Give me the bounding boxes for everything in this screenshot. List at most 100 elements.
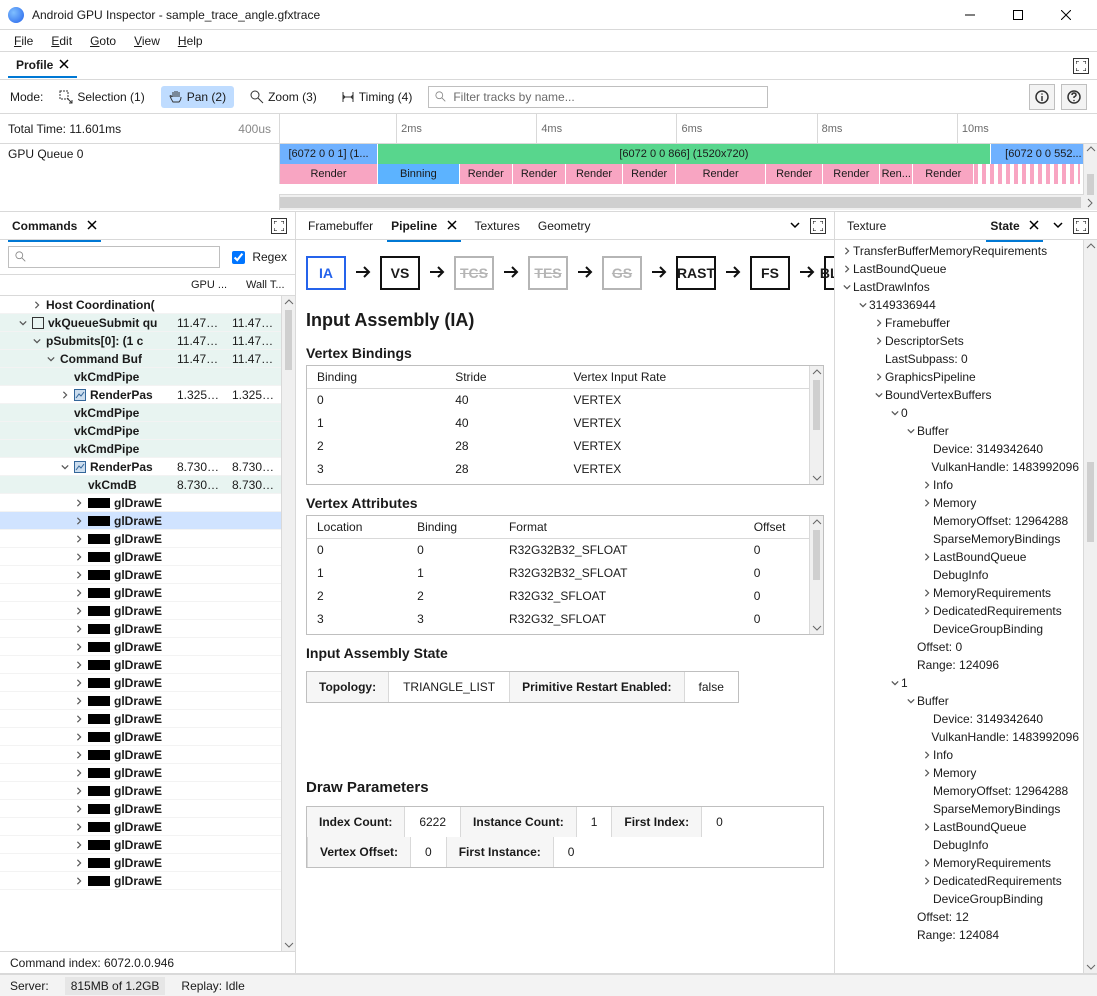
track-block[interactable]: [6072 0 0 1] (1... [280, 144, 378, 164]
commands-v-scrollbar[interactable] [281, 296, 295, 951]
expander-icon[interactable] [74, 697, 84, 705]
track-block[interactable]: Render [676, 164, 766, 184]
state-row[interactable]: LastDrawInfos [835, 278, 1083, 296]
expander-icon[interactable] [905, 697, 917, 705]
expander-icon[interactable] [905, 427, 917, 435]
state-row[interactable]: LastSubpass: 0 [835, 350, 1083, 368]
table-header[interactable]: Stride [445, 366, 563, 389]
timeline-track-row[interactable]: RenderBinningRenderRenderRenderRenderRen… [280, 164, 1097, 184]
state-row[interactable]: Info [835, 476, 1083, 494]
state-row[interactable]: 1 [835, 674, 1083, 692]
expander-icon[interactable] [841, 247, 853, 255]
expander-icon[interactable] [841, 265, 853, 273]
close-icon[interactable] [1029, 219, 1039, 233]
state-row[interactable]: Device: 3149342640 [835, 440, 1083, 458]
expander-icon[interactable] [921, 589, 933, 597]
expander-icon[interactable] [74, 553, 84, 561]
regex-checkbox[interactable]: Regex [228, 248, 287, 267]
pipeline-stage-rast[interactable]: RAST [676, 256, 716, 290]
menu-view[interactable]: View [126, 32, 168, 50]
table-row[interactable]: 44R32G32B32A32_SFLOAT0 [307, 631, 823, 636]
expander-icon[interactable] [921, 481, 933, 489]
menu-goto[interactable]: Goto [82, 32, 124, 50]
state-row[interactable]: Buffer [835, 692, 1083, 710]
commands-col-gpu[interactable]: GPU ... [185, 275, 240, 295]
expander-icon[interactable] [873, 319, 885, 327]
expander-icon[interactable] [74, 751, 84, 759]
state-row[interactable]: GraphicsPipeline [835, 368, 1083, 386]
table-row[interactable]: 228VERTEX [307, 435, 823, 458]
pipeline-stage-fs[interactable]: FS [750, 256, 790, 290]
timeline-ruler[interactable]: 2ms4ms6ms8ms10ms [280, 114, 1097, 143]
expander-icon[interactable] [74, 589, 84, 597]
track-block[interactable]: [6072 0 0 866] (1520x720) [378, 144, 991, 164]
pipeline-stage-tes[interactable]: TES [528, 256, 568, 290]
menu-file[interactable]: File [6, 32, 41, 50]
timeline-h-scrollbar[interactable] [280, 194, 1097, 210]
expander-icon[interactable] [74, 571, 84, 579]
table-row[interactable]: 33R32G32_SFLOAT0 [307, 608, 823, 631]
expander-icon[interactable] [841, 283, 853, 291]
pipeline-tab[interactable]: Pipeline [387, 215, 460, 237]
state-row[interactable]: DebugInfo [835, 566, 1083, 584]
menu-edit[interactable]: Edit [43, 32, 80, 50]
vertex-attributes-scrollbar[interactable] [809, 516, 823, 634]
expander-icon[interactable] [921, 499, 933, 507]
chevron-down-icon[interactable] [1053, 219, 1063, 233]
state-row[interactable]: MemoryRequirements [835, 854, 1083, 872]
expander-icon[interactable] [74, 607, 84, 615]
expander-icon[interactable] [74, 841, 84, 849]
filter-tracks-input[interactable]: Filter tracks by name... [428, 86, 768, 108]
expander-icon[interactable] [889, 679, 901, 687]
regex-checkbox-input[interactable] [232, 251, 245, 264]
state-row[interactable]: MemoryOffset: 12964288 [835, 782, 1083, 800]
commands-tab[interactable]: Commands [8, 215, 101, 237]
commands-tree[interactable]: Host Coordination(vkQueueSubmit qu11.476… [0, 296, 295, 890]
state-row[interactable]: BoundVertexBuffers [835, 386, 1083, 404]
track-block[interactable]: Render [766, 164, 823, 184]
state-row[interactable]: Offset: 12 [835, 908, 1083, 926]
state-row[interactable]: DebugInfo [835, 836, 1083, 854]
expander-icon[interactable] [74, 517, 84, 525]
track-block[interactable]: Render [913, 164, 974, 184]
pipeline-stage-blend[interactable]: BLEND [824, 256, 834, 290]
state-row[interactable]: LastBoundQueue [835, 260, 1083, 278]
info-button[interactable] [1029, 84, 1055, 110]
close-icon[interactable] [447, 219, 457, 233]
state-row[interactable]: SparseMemoryBindings [835, 530, 1083, 548]
state-row[interactable]: MemoryRequirements [835, 584, 1083, 602]
state-row[interactable]: DedicatedRequirements [835, 602, 1083, 620]
expander-icon[interactable] [74, 661, 84, 669]
expander-icon[interactable] [74, 679, 84, 687]
state-row[interactable]: DescriptorSets [835, 332, 1083, 350]
table-row[interactable]: 00R32G32B32_SFLOAT0 [307, 539, 823, 562]
state-row[interactable]: DedicatedRequirements [835, 872, 1083, 890]
track-block[interactable]: Render [823, 164, 880, 184]
expander-icon[interactable] [74, 643, 84, 651]
expander-icon[interactable] [921, 823, 933, 831]
expander-icon[interactable] [74, 805, 84, 813]
expander-icon[interactable] [74, 823, 84, 831]
expander-icon[interactable] [46, 355, 56, 363]
timeline-v-scrollbar[interactable] [1083, 144, 1097, 195]
track-block[interactable]: Render [623, 164, 676, 184]
expander-icon[interactable] [74, 499, 84, 507]
state-row[interactable]: Framebuffer [835, 314, 1083, 332]
state-tab[interactable]: State [986, 215, 1043, 237]
geometry-tab[interactable]: Geometry [534, 215, 595, 237]
state-tree[interactable]: TransferBufferMemoryRequirementsLastBoun… [835, 240, 1097, 946]
expander-icon[interactable] [74, 859, 84, 867]
table-header[interactable]: Binding [307, 366, 445, 389]
expander-icon[interactable] [873, 373, 885, 381]
framebuffer-tab[interactable]: Framebuffer [304, 215, 377, 237]
pipeline-stage-vs[interactable]: VS [380, 256, 420, 290]
close-icon[interactable] [87, 219, 97, 233]
table-row[interactable]: 22R32G32_SFLOAT0 [307, 585, 823, 608]
expander-icon[interactable] [18, 319, 28, 327]
track-block[interactable]: [6072 0 0 552... [991, 144, 1097, 164]
state-row[interactable]: DeviceGroupBinding [835, 890, 1083, 908]
expander-icon[interactable] [74, 787, 84, 795]
pipeline-stage-ia[interactable]: IA [306, 256, 346, 290]
track-block[interactable]: Render [280, 164, 378, 184]
track-block[interactable] [974, 164, 1080, 184]
